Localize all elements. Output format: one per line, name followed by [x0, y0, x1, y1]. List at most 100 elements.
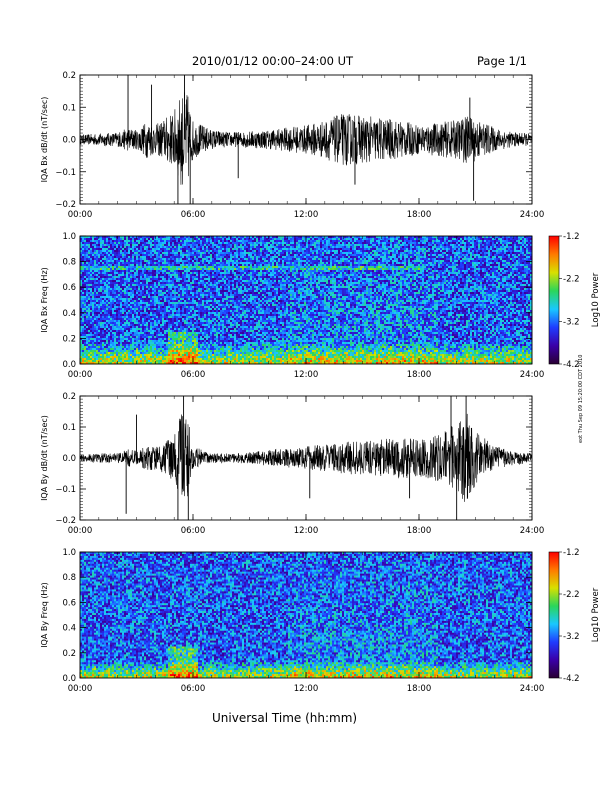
heatmap-cell-1-1-128: [336, 238, 339, 241]
heatmap-cell-1-12-122: [324, 260, 327, 263]
heatmap-cell-1-13-95: [270, 262, 273, 265]
heatmap-cell-1-5-172: [424, 246, 427, 249]
heatmap-cell-1-14-67: [214, 264, 217, 267]
heatmap-cell-1-4-68: [216, 244, 219, 247]
heatmap-cell-1-13-112: [304, 262, 307, 265]
heatmap-cell-1-18-142: [364, 272, 367, 275]
heatmap-cell-1-11-190: [460, 258, 463, 261]
heatmap-cell-1-6-120: [320, 248, 323, 251]
heatmap-cell-1-17-60: [200, 270, 203, 273]
heatmap-cell-1-5-73: [226, 246, 229, 249]
heatmap-cell-1-3-150: [380, 242, 383, 245]
heatmap-cell-1-14-114: [308, 264, 311, 267]
heatmap-cell-1-17-88: [256, 270, 259, 273]
heatmap-cell-1-6-154: [388, 248, 391, 251]
heatmap-cell-1-10-165: [410, 256, 413, 259]
heatmap-cell-1-3-18: [116, 242, 119, 245]
heatmap-cell-1-10-33: [146, 256, 149, 259]
heatmap-cell-1-20-45: [170, 276, 173, 279]
heatmap-cell-1-8-192: [464, 252, 467, 255]
heatmap-cell-1-5-37: [154, 246, 157, 249]
heatmap-cell-1-11-82: [244, 258, 247, 261]
heatmap-cell-1-2-167: [414, 240, 417, 243]
heatmap-cell-1-10-16: [112, 256, 115, 259]
heatmap-cell-1-13-186: [452, 262, 455, 265]
heatmap-cell-1-2-36: [152, 240, 155, 243]
heatmap-cell-1-14-108: [296, 264, 299, 267]
heatmap-cell-1-15-55: [190, 266, 193, 269]
heatmap-cell-1-9-129: [338, 254, 341, 257]
heatmap-cell-1-0-55: [190, 236, 193, 239]
heatmap-cell-1-8-194: [468, 252, 471, 255]
heatmap-cell-1-16-135: [350, 268, 353, 271]
heatmap-cell-1-17-200: [480, 270, 483, 273]
heatmap-cell-1-12-154: [388, 260, 391, 263]
heatmap-cell-1-7-37: [154, 250, 157, 253]
heatmap-cell-1-0-162: [404, 236, 407, 239]
heatmap-cell-1-6-108: [296, 248, 299, 251]
heatmap-cell-1-18-24: [128, 272, 131, 275]
heatmap-cell-1-5-36: [152, 246, 155, 249]
heatmap-cell-1-5-41: [162, 246, 165, 249]
heatmap-cell-1-2-183: [446, 240, 449, 243]
heatmap-cell-1-12-130: [340, 260, 343, 263]
heatmap-cell-1-6-62: [204, 248, 207, 251]
heatmap-cell-1-1-103: [286, 238, 289, 241]
heatmap-cell-1-7-210: [500, 250, 503, 253]
ytick-label-0-1: 0.1: [62, 103, 76, 113]
heatmap-cell-1-11-57: [194, 258, 197, 261]
heatmap-cell-1-15-66: [212, 266, 215, 269]
heatmap-cell-1-5-178: [436, 246, 439, 249]
heatmap-cell-1-19-128: [336, 274, 339, 277]
heatmap-cell-1-8-143: [366, 252, 369, 255]
heatmap-cell-1-20-198: [476, 276, 479, 279]
heatmap-cell-1-20-110: [300, 276, 303, 279]
heatmap-cell-1-18-218: [516, 272, 519, 275]
heatmap-cell-1-18-84: [248, 272, 251, 275]
heatmap-cell-1-4-164: [408, 244, 411, 247]
heatmap-cell-1-12-98: [276, 260, 279, 263]
heatmap-cell-1-13-176: [432, 262, 435, 265]
heatmap-cell-1-2-190: [460, 240, 463, 243]
heatmap-cell-1-7-149: [378, 250, 381, 253]
heatmap-cell-1-6-141: [362, 248, 365, 251]
heatmap-cell-1-0-161: [402, 236, 405, 239]
heatmap-cell-1-18-161: [402, 272, 405, 275]
heatmap-cell-1-6-14: [108, 248, 111, 251]
heatmap-cell-1-10-93: [266, 256, 269, 259]
heatmap-cell-1-16-22: [124, 268, 127, 271]
heatmap-cell-1-5-152: [384, 246, 387, 249]
heatmap-cell-1-5-108: [296, 246, 299, 249]
heatmap-cell-1-8-54: [188, 252, 191, 255]
heatmap-cell-1-10-20: [120, 256, 123, 259]
heatmap-cell-1-18-219: [518, 272, 521, 275]
heatmap-cell-1-20-171: [422, 276, 425, 279]
heatmap-cell-1-1-6: [92, 238, 95, 241]
heatmap-cell-1-7-206: [492, 250, 495, 253]
heatmap-cell-1-18-34: [148, 272, 151, 275]
heatmap-cell-1-10-66: [212, 256, 215, 259]
heatmap-cell-1-7-192: [464, 250, 467, 253]
heatmap-cell-1-11-98: [276, 258, 279, 261]
heatmap-cell-1-9-138: [356, 254, 359, 257]
heatmap-cell-1-19-208: [496, 274, 499, 277]
heatmap-cell-1-16-49: [178, 268, 181, 271]
heatmap-cell-1-6-11: [102, 248, 105, 251]
heatmap-cell-1-15-125: [330, 266, 333, 269]
heatmap-cell-1-10-111: [302, 256, 305, 259]
heatmap-cell-1-8-224: [528, 252, 531, 255]
heatmap-cell-1-14-38: [156, 264, 159, 267]
heatmap-cell-1-4-163: [406, 244, 409, 247]
heatmap-cell-1-12-58: [196, 260, 199, 263]
heatmap-cell-1-15-212: [504, 266, 507, 269]
heatmap-cell-1-8-188: [456, 252, 459, 255]
heatmap-cell-1-3-186: [452, 242, 455, 245]
heatmap-cell-1-7-34: [148, 250, 151, 253]
heatmap-cell-1-1-197: [474, 238, 477, 241]
heatmap-cell-1-12-76: [232, 260, 235, 263]
heatmap-cell-1-9-46: [172, 254, 175, 257]
heatmap-cell-1-18-21: [122, 272, 125, 275]
heatmap-cell-1-0-127: [334, 236, 337, 239]
heatmap-cell-1-7-170: [420, 250, 423, 253]
heatmap-cell-1-6-110: [300, 248, 303, 251]
